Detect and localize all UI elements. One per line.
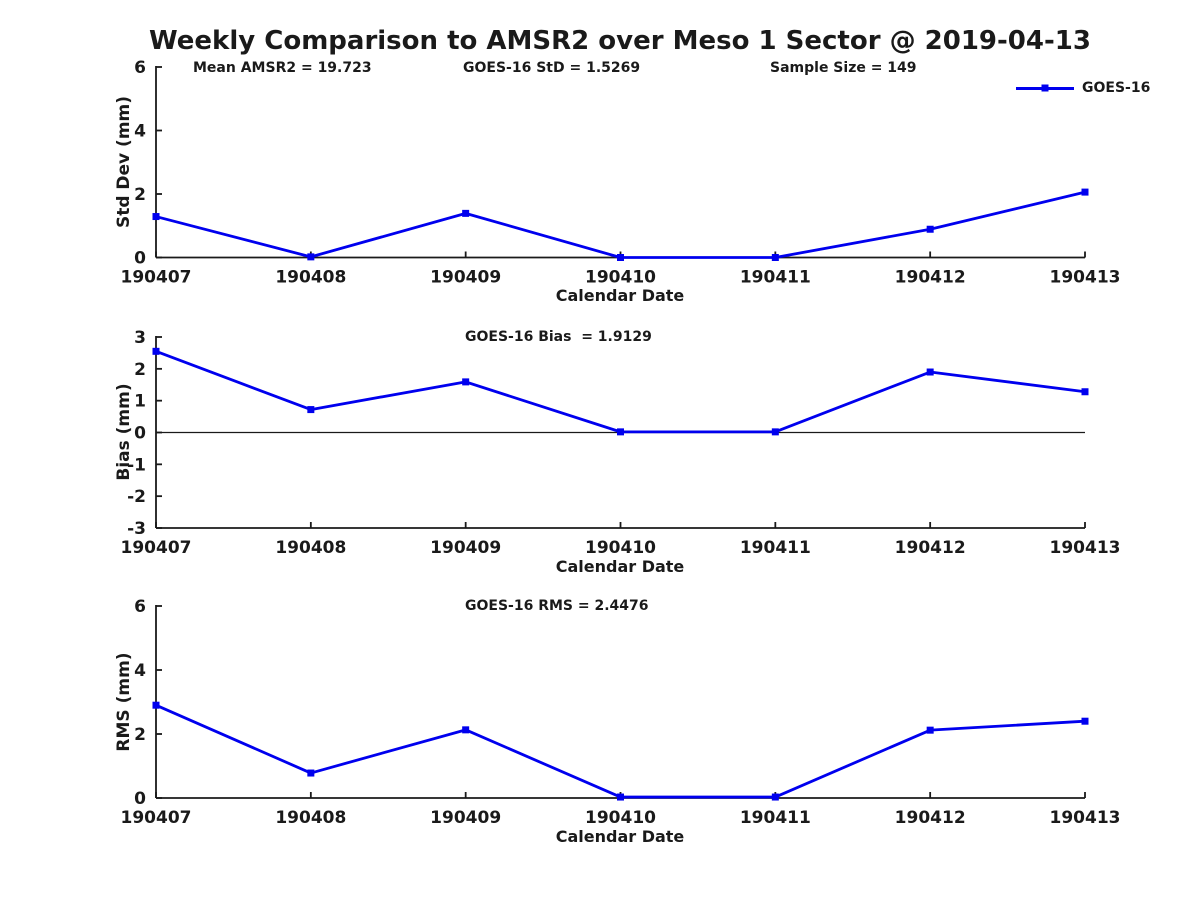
data-point-marker <box>1081 188 1089 196</box>
y-axis-label-std-dev: Std Dev (mm) <box>114 95 134 229</box>
legend: GOES-16 <box>1016 80 1150 96</box>
panel-rms: 0 2 4 6 190407 190408 190409 190410 190411 190412… <box>121 597 1121 828</box>
legend-line-sample <box>1016 84 1074 92</box>
x-tick-label: 190411 <box>740 808 811 828</box>
x-tick-label: 190407 <box>121 538 192 558</box>
y-tick-label: -1 <box>127 455 146 475</box>
y-tick-label: 4 <box>134 661 146 681</box>
annotation-goes16-bias: GOES-16 Bias = 1.9129 <box>465 329 652 345</box>
x-axis-label-panel3: Calendar Date <box>555 827 685 846</box>
x-tick-label: 190410 <box>585 808 656 828</box>
x-tick-label: 190408 <box>275 268 346 288</box>
y-tick-label: -3 <box>127 519 146 539</box>
panel-std-dev: 0 2 4 6 190407 190408 190409 190410 190411 190412… <box>121 58 1121 288</box>
data-point-marker <box>926 225 934 233</box>
x-tick-label: 190413 <box>1050 538 1121 558</box>
y-tick-label: 0 <box>134 789 146 809</box>
data-point-marker <box>771 428 779 436</box>
y-tick-label: 1 <box>134 392 146 412</box>
data-point-marker <box>771 254 779 261</box>
y-tick-label: 0 <box>134 249 146 269</box>
data-point-marker <box>462 209 470 217</box>
x-tick-label: 190412 <box>895 538 966 558</box>
y-tick-label: 6 <box>134 58 146 78</box>
x-tick-label: 190413 <box>1050 268 1121 288</box>
data-point-marker <box>152 347 160 355</box>
annotation-sample-size: Sample Size = 149 <box>770 60 917 76</box>
x-tick-label: 190407 <box>121 268 192 288</box>
data-point-marker <box>307 769 315 777</box>
y-tick-label: 6 <box>134 597 146 617</box>
x-tick-label: 190409 <box>430 268 501 288</box>
data-point-marker <box>152 701 160 709</box>
data-point-marker <box>462 726 470 734</box>
data-point-marker <box>617 793 624 801</box>
x-tick-label: 190410 <box>585 538 656 558</box>
x-tick-label: 190408 <box>275 538 346 558</box>
x-tick-label: 190407 <box>121 808 192 828</box>
x-tick-label: 190409 <box>430 808 501 828</box>
data-point-marker <box>307 253 315 261</box>
x-axis-label-panel1: Calendar Date <box>555 286 685 305</box>
data-point-marker <box>307 406 315 414</box>
data-point-marker <box>1081 717 1089 725</box>
x-tick-label: 190412 <box>895 268 966 288</box>
y-tick-label: 0 <box>134 424 146 444</box>
x-axis-label-panel2: Calendar Date <box>555 557 685 576</box>
legend-square-marker-icon <box>1041 84 1049 92</box>
y-axis-label-bias: Bias (mm) <box>114 383 134 481</box>
panel-bias: -3 -2 -1 0 1 2 3 190407 190408 190409 190410 190411… <box>121 328 1121 558</box>
x-tick-label: 190411 <box>740 268 811 288</box>
data-point-marker <box>617 428 624 436</box>
annotation-goes16-rms: GOES-16 RMS = 2.4476 <box>465 598 649 614</box>
y-axis-label-rms: RMS (mm) <box>114 652 134 752</box>
annotation-mean-amsr2: Mean AMSR2 = 19.723 <box>193 60 372 76</box>
x-tick-label: 190408 <box>275 808 346 828</box>
series-line-GOES-16 <box>155 350 1086 434</box>
series-line-GOES-16 <box>155 703 1086 799</box>
y-tick-label: -2 <box>127 487 146 507</box>
y-tick-label: 2 <box>134 185 146 205</box>
data-point-marker <box>771 793 779 801</box>
data-point-marker <box>1081 388 1089 396</box>
x-tick-label: 190413 <box>1050 808 1121 828</box>
x-tick-label: 190410 <box>585 268 656 288</box>
data-point-marker <box>462 378 470 386</box>
data-point-marker <box>926 726 934 734</box>
x-tick-label: 190411 <box>740 538 811 558</box>
x-tick-label: 190412 <box>895 808 966 828</box>
y-tick-label: 2 <box>134 725 146 745</box>
x-tick-label: 190409 <box>430 538 501 558</box>
legend-label: GOES-16 <box>1082 80 1151 96</box>
y-tick-label: 4 <box>134 122 146 142</box>
figure-title: Weekly Comparison to AMSR2 over Meso 1 S… <box>149 26 1091 56</box>
data-point-marker <box>152 213 160 221</box>
data-point-marker <box>617 254 624 261</box>
y-tick-label: 3 <box>134 328 146 348</box>
data-point-marker <box>926 368 934 376</box>
y-tick-label: 2 <box>134 360 146 380</box>
series-line-GOES-16 <box>155 190 1086 259</box>
annotation-goes16-std: GOES-16 StD = 1.5269 <box>463 60 641 76</box>
